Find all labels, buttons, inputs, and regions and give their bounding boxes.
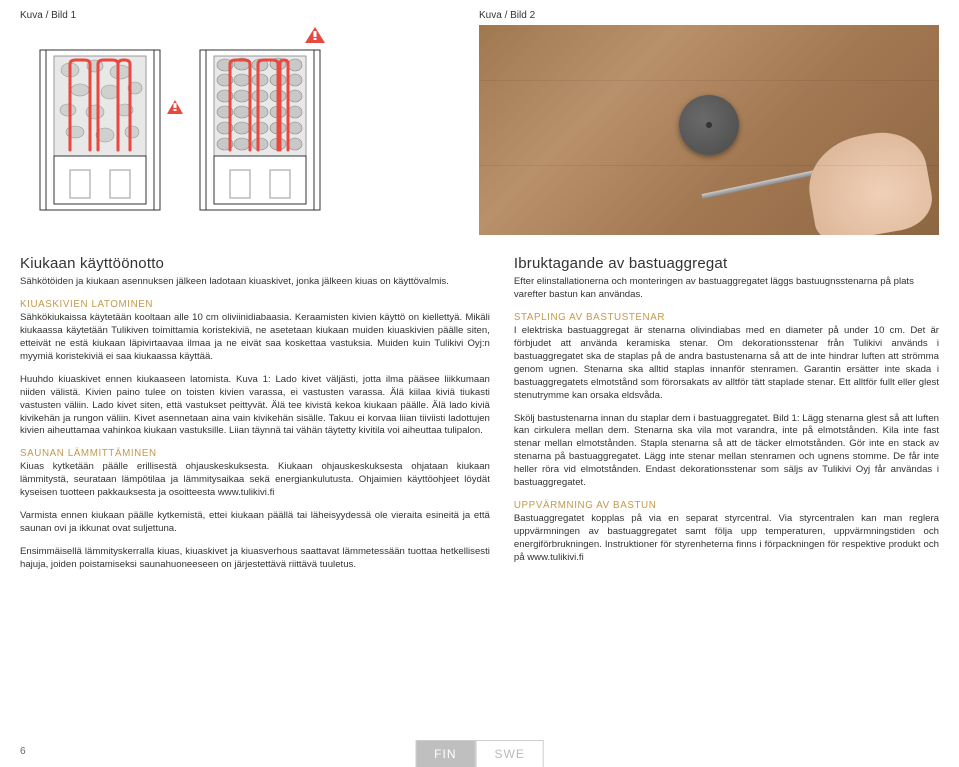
page-number: 6 bbox=[20, 746, 26, 757]
tab-fin[interactable]: FIN bbox=[415, 740, 475, 767]
right-title: Ibruktagande av bastuaggregat bbox=[514, 255, 939, 272]
figure1-box bbox=[20, 25, 340, 215]
left-p5: Ensimmäisellä lämmityskerralla kiuas, ki… bbox=[20, 546, 490, 572]
screwdriver-icon bbox=[679, 115, 929, 235]
warning-icon bbox=[167, 100, 183, 114]
language-tabs: FIN SWE bbox=[415, 740, 544, 767]
figure2-label: Kuva / Bild 2 bbox=[479, 10, 939, 21]
left-p3: Kiuas kytketään päälle erillisestä ohjau… bbox=[20, 461, 490, 500]
left-title: Kiukaan käyttöönotto bbox=[20, 255, 490, 272]
left-intro: Sähkötöiden ja kiukaan asennuksen jälkee… bbox=[20, 276, 490, 289]
left-p1: Sähkökiukaissa käytetään kooltaan alle 1… bbox=[20, 312, 490, 364]
right-p1: I elektriska bastuaggregat är stenarna o… bbox=[514, 325, 939, 403]
right-sub2: UPPVÄRMNING AV BASTUN bbox=[514, 500, 939, 511]
right-p2: Skölj bastustenarna innan du staplar dem… bbox=[514, 413, 939, 491]
tab-swe[interactable]: SWE bbox=[476, 740, 544, 767]
warning-icon bbox=[305, 27, 325, 43]
left-p4: Varmista ennen kiukaan päälle kytkemistä… bbox=[20, 510, 490, 536]
left-sub2: SAUNAN LÄMMITTÄMINEN bbox=[20, 448, 490, 459]
right-sub1: STAPLING AV BASTUSTENAR bbox=[514, 312, 939, 323]
left-sub1: KIUASKIVIEN LATOMINEN bbox=[20, 299, 490, 310]
right-p3: Bastuaggregatet kopplas på via en separa… bbox=[514, 513, 939, 565]
figure1-label: Kuva / Bild 1 bbox=[20, 10, 340, 21]
heater-diagram-pair bbox=[20, 25, 340, 215]
figure2-photo bbox=[479, 25, 939, 235]
left-p2: Huuhdo kiuaskivet ennen kiukaaseen latom… bbox=[20, 374, 490, 439]
right-intro: Efter elinstallationerna och monteringen… bbox=[514, 276, 939, 302]
